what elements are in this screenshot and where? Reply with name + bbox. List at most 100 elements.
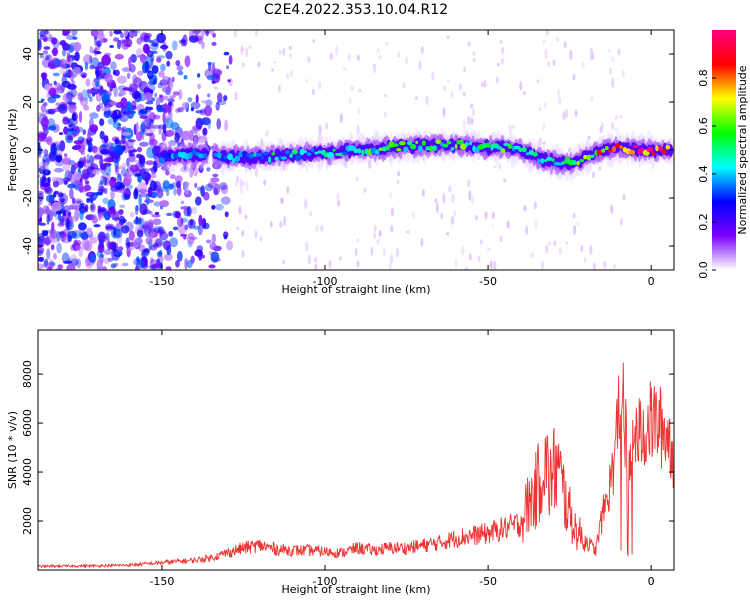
spectrogram-noise-cell bbox=[286, 186, 290, 194]
spectrogram-noise-cell bbox=[534, 220, 538, 229]
spectrogram-noise-cell bbox=[109, 101, 117, 106]
spectrogram-noise-cell bbox=[446, 232, 450, 236]
spectrogram-noise-cell bbox=[109, 241, 117, 251]
spectrogram-noise-cell bbox=[463, 66, 467, 73]
spectrogram-noise-cell bbox=[208, 264, 216, 269]
spectrogram-noise-cell bbox=[216, 99, 227, 106]
spectrogram-noise-cell bbox=[41, 73, 46, 81]
spectrogram-noise-cell bbox=[385, 41, 389, 46]
spectrogram-noise-cell bbox=[42, 50, 49, 55]
spectrogram-noise-cell bbox=[147, 84, 156, 93]
spectrogram-noise-cell bbox=[587, 135, 591, 140]
figure-title: C2E4.2022.353.10.04.R12 bbox=[264, 2, 448, 18]
spectrogram-noise-cell bbox=[476, 155, 480, 161]
spectrogram-noise-cell bbox=[197, 35, 204, 45]
spectrogram-noise-cell bbox=[508, 124, 512, 136]
spectrogram-noise-cell bbox=[245, 47, 249, 58]
spectrogram-noise-cell bbox=[104, 99, 113, 109]
spectrogram-noise-cell bbox=[355, 176, 359, 182]
spectrogram-noise-cell bbox=[43, 148, 49, 157]
spectrogram-noise-cell bbox=[499, 235, 503, 243]
spectrogram-noise-cell bbox=[170, 122, 180, 131]
spectrogram-noise-cell bbox=[78, 111, 83, 123]
spectrogram-noise-cell bbox=[468, 190, 472, 201]
spectrogram-noise-cell bbox=[614, 115, 618, 121]
spectrogram-noise-cell bbox=[138, 156, 146, 168]
spectrogram-noise-cell bbox=[89, 253, 97, 264]
snr-panel: -150 -100 -50 0 2000 4000 6000 8000 Height of … bbox=[6, 329, 675, 596]
spectrogram-noise-cell bbox=[116, 126, 123, 131]
spectrogram-ridge-cell bbox=[576, 160, 580, 166]
spectrogram-noise-cell bbox=[113, 85, 118, 98]
colorbar-tick-label: 0.2 bbox=[697, 213, 710, 231]
spectrogram-noise-cell bbox=[304, 198, 308, 210]
spectrogram-noise-cell bbox=[139, 80, 148, 93]
spectrogram-noise-cell bbox=[142, 224, 147, 229]
spectrogram-noise-cell bbox=[459, 83, 462, 91]
spectrogram-noise-cell bbox=[67, 258, 72, 265]
spectrogram-noise-cell bbox=[168, 230, 174, 237]
spectrogram-noise-cell bbox=[622, 194, 626, 201]
spectrogram-noise-cell bbox=[451, 193, 455, 204]
x-tick-label: -150 bbox=[149, 275, 174, 288]
spectrogram-noise-cell bbox=[160, 96, 169, 101]
spectrogram-noise-cell bbox=[46, 213, 50, 225]
spectrogram-noise-cell bbox=[128, 152, 136, 163]
spectrogram-noise-cell bbox=[389, 191, 393, 199]
spectrogram-noise-cell bbox=[263, 179, 267, 186]
spectrogram-y-ticks: 40 20 0 -20 -40 bbox=[21, 47, 674, 255]
spectrogram-noise-cell bbox=[126, 157, 130, 167]
spectrogram-noise-cell bbox=[101, 54, 111, 66]
spectrogram-ridge-cell bbox=[306, 152, 312, 156]
spectrogram-noise-cell bbox=[74, 245, 81, 251]
spectrogram-noise-cell bbox=[120, 97, 128, 109]
spectrogram-noise-cell bbox=[545, 30, 549, 36]
spectrogram-noise-cell bbox=[431, 71, 435, 81]
spectrogram-noise-cell bbox=[114, 138, 119, 145]
spectrogram-noise-cell bbox=[212, 33, 217, 38]
spectrogram-noise-cell bbox=[77, 92, 83, 101]
spectrogram-noise-cell bbox=[84, 180, 90, 185]
spectrogram-noise-cell bbox=[135, 122, 139, 132]
spectrogram-noise-cell bbox=[501, 58, 504, 65]
spectrogram-noise-cell bbox=[450, 90, 454, 99]
spectrogram-noise-cell bbox=[61, 48, 67, 57]
spectrogram-noise-cell bbox=[142, 43, 150, 54]
spectrogram-ridge-cell bbox=[596, 149, 603, 155]
spectrogram-ridge-cell bbox=[202, 153, 208, 159]
spectrogram-noise-cell bbox=[224, 119, 229, 132]
spectrogram-noise-cell bbox=[68, 117, 78, 126]
spectrogram-noise-cell bbox=[44, 55, 50, 61]
spectrogram-noise-cell bbox=[356, 54, 360, 61]
spectrogram-noise-cell bbox=[286, 72, 290, 80]
spectrogram-noise-cell bbox=[307, 254, 311, 265]
spectrogram-noise-cell bbox=[166, 212, 173, 216]
spectrogram-noise-cell bbox=[525, 225, 529, 236]
x-tick-label: -50 bbox=[479, 275, 497, 288]
spectrogram-noise-cell bbox=[201, 218, 207, 229]
y-tick-label: 40 bbox=[21, 47, 34, 61]
spectrogram-noise-cell bbox=[38, 222, 47, 226]
spectrogram-noise-cell bbox=[181, 130, 192, 141]
spectrogram-noise-cell bbox=[188, 35, 199, 43]
spectrogram-noise-cell bbox=[145, 220, 149, 226]
spectrogram-noise-cell bbox=[547, 61, 551, 67]
spectrogram-noise-cell bbox=[574, 109, 578, 118]
spectrogram-noise-cell bbox=[205, 99, 213, 107]
spectrogram-noise-cell bbox=[255, 30, 258, 37]
spectrogram-noise-cell bbox=[244, 214, 248, 220]
spectrogram-noise-cell bbox=[600, 122, 604, 130]
spectrogram-noise-cell bbox=[137, 181, 148, 193]
spectrogram-noise-cell bbox=[557, 88, 560, 99]
spectrogram-noise-cell bbox=[288, 45, 292, 51]
spectrogram-noise-cell bbox=[138, 244, 146, 253]
spectrogram-noise-cell bbox=[80, 97, 89, 107]
spectrogram-noise-cell bbox=[70, 88, 78, 98]
spectrogram-noise-cell bbox=[45, 206, 49, 214]
spectrogram-noise-cell bbox=[101, 37, 107, 44]
spectrogram-noise-cell bbox=[383, 112, 387, 117]
spectrogram-noise-cell bbox=[547, 241, 551, 246]
spectrogram-noise-cell bbox=[477, 255, 481, 263]
colorbar-tick-label: 0.4 bbox=[697, 165, 710, 183]
spectrogram-noise-cell bbox=[134, 205, 139, 216]
